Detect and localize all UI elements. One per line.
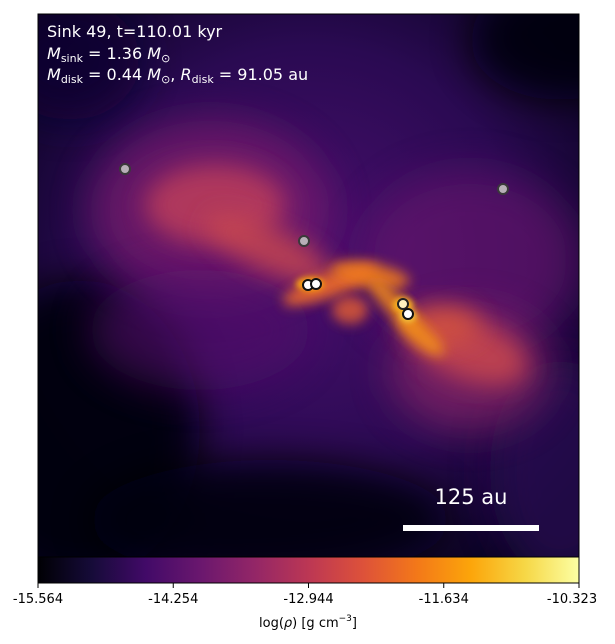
scale-bar-label: 125 au [435, 485, 508, 509]
colorbar-ticks: -15.564 -14.254 -12.944 -11.634 -10.323 [13, 583, 597, 607]
sink-marker [119, 163, 131, 175]
sink-markers [119, 163, 509, 320]
sink-marker [310, 278, 322, 290]
header-line-3: Mdisk = 0.44 M⊙, Rdisk = 91.05 au [47, 65, 308, 86]
colorbar-tick-label: -10.323 [547, 592, 597, 607]
sink-marker [298, 235, 310, 247]
colorbar-tick-label: -11.634 [419, 592, 469, 607]
sink-marker [397, 298, 409, 310]
colorbar-tick-label: -15.564 [13, 592, 63, 607]
scale-bar [403, 525, 539, 531]
density-map: Sink 49, t=110.01 kyr Msink = 1.36 M⊙ Md… [38, 14, 579, 557]
colorbar-tick-label: -12.944 [283, 592, 333, 607]
sink-marker [402, 308, 414, 320]
sink-marker [497, 183, 509, 195]
header-line-1: Sink 49, t=110.01 kyr [47, 22, 223, 41]
colorbar: -15.564 -14.254 -12.944 -11.634 -10.323 … [13, 556, 597, 631]
colorbar-label: log(ρ) [g cm−3] [259, 614, 357, 631]
header-line-2: Msink = 1.36 M⊙ [47, 44, 170, 65]
colorbar-tick-label: -14.254 [148, 592, 198, 607]
colorbar-gradient [37, 556, 580, 584]
